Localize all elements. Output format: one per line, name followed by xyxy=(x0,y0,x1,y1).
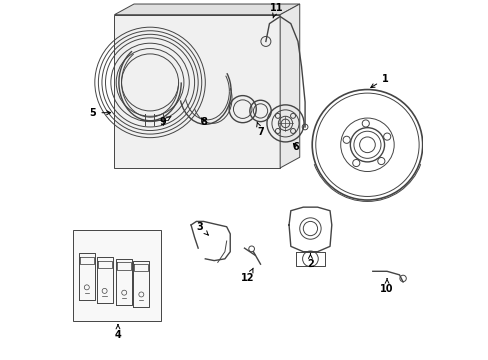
Text: 12: 12 xyxy=(241,268,254,283)
Text: 5: 5 xyxy=(89,108,110,118)
Text: 4: 4 xyxy=(114,325,121,341)
Text: 3: 3 xyxy=(196,222,208,235)
Text: 8: 8 xyxy=(200,117,206,127)
Polygon shape xyxy=(114,15,280,168)
Polygon shape xyxy=(73,230,161,321)
Text: 6: 6 xyxy=(292,141,299,152)
Polygon shape xyxy=(114,4,299,15)
Text: 10: 10 xyxy=(380,279,393,294)
Text: 11: 11 xyxy=(269,3,283,18)
Text: 1: 1 xyxy=(370,74,388,87)
Text: 9: 9 xyxy=(159,117,171,127)
Polygon shape xyxy=(280,4,299,168)
Text: 2: 2 xyxy=(306,253,313,269)
Text: 7: 7 xyxy=(256,122,264,137)
